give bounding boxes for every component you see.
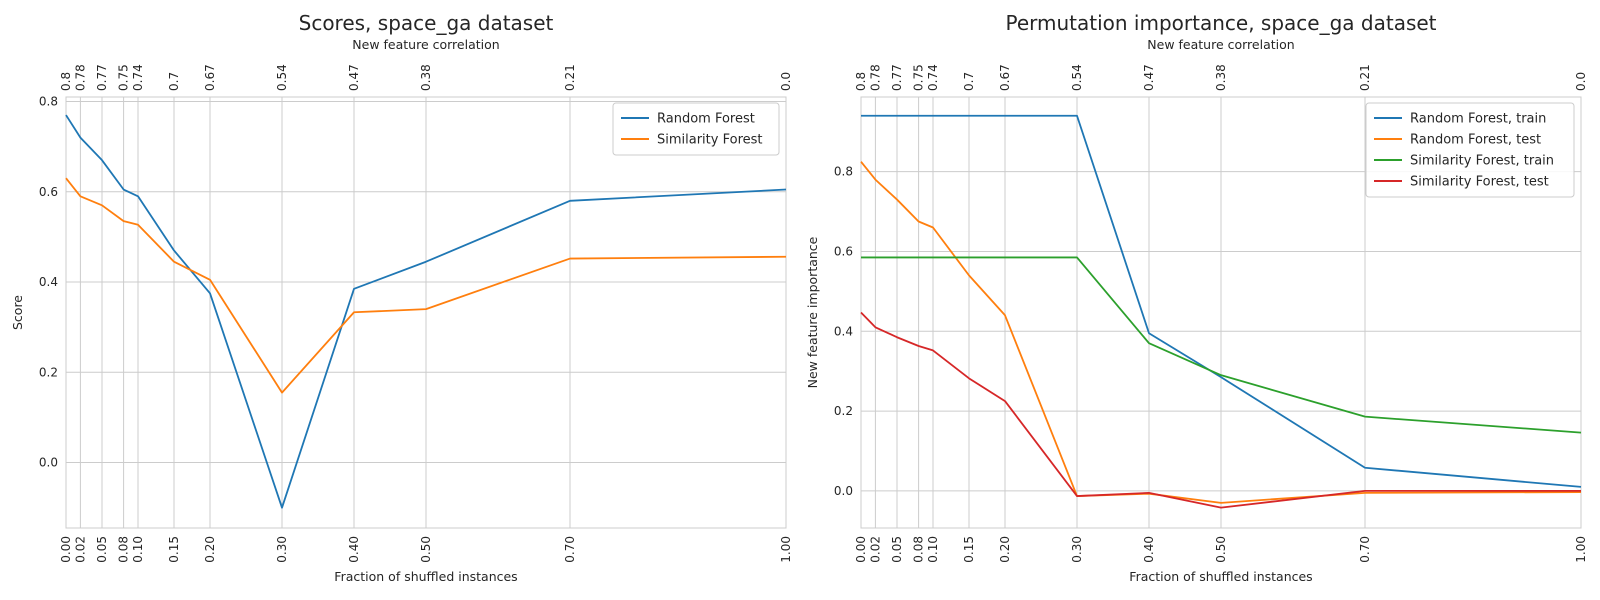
legend: Random Forest Similarity Forest — [612, 102, 780, 156]
top-x-tick-label: 0.7 — [962, 72, 976, 91]
top-x-tick-label: 0.0 — [1574, 72, 1588, 91]
x-tick-label: 0.20 — [998, 536, 1012, 563]
top-x-axis-label: New feature correlation — [1147, 37, 1294, 52]
series-line — [860, 161, 1582, 504]
legend-box — [612, 102, 780, 156]
top-x-tick-label: 0.54 — [275, 64, 289, 91]
legend-label: Random Forest, train — [1410, 112, 1546, 127]
top-x-tick-label: 0.7 — [167, 72, 181, 91]
x-tick-label: 0.20 — [203, 536, 217, 563]
y-tick-label: 0.6 — [834, 244, 853, 258]
legend: Random Forest, train Random Forest, test S… — [1365, 102, 1575, 198]
top-x-tick-label: 0.47 — [347, 64, 361, 91]
top-x-tick-label: 0.8 — [854, 72, 868, 91]
x-tick-label: 0.00 — [854, 536, 868, 563]
x-tick-label: 0.70 — [1358, 536, 1372, 563]
legend-box — [1365, 102, 1575, 198]
top-x-tick-label: 0.67 — [998, 64, 1012, 91]
x-tick-label: 0.50 — [419, 536, 433, 563]
y-tick-label: 0.6 — [39, 185, 58, 199]
series-line — [65, 114, 787, 509]
top-x-tick-label: 0.38 — [419, 64, 433, 91]
series-line — [861, 114, 1582, 488]
x-tick-label: 0.00 — [59, 536, 73, 563]
chart-1: 0.0 0.2 0.4 0.6 0.8 0.00 0.8 0.02 0.78 0.05 0.77 0.… — [10, 11, 793, 584]
top-x-tick-label: 0.78 — [868, 64, 882, 91]
x-axis-label: Fraction of shuffled instances — [334, 569, 517, 584]
y-tick-label: 0.4 — [39, 275, 58, 289]
x-tick-label: 0.30 — [1070, 536, 1084, 563]
y-tick-label: 0.4 — [834, 324, 853, 338]
top-x-tick-label: 0.21 — [563, 64, 577, 91]
legend-label: Random Forest — [657, 112, 755, 127]
top-x-tick-label: 0.21 — [1358, 64, 1372, 91]
x-tick-label: 0.10 — [926, 536, 940, 563]
top-x-tick-label: 0.74 — [926, 64, 940, 91]
series-line — [65, 177, 787, 394]
x-tick-label: 0.40 — [347, 536, 361, 563]
top-x-tick-label: 0.38 — [1214, 64, 1228, 91]
legend-label: Similarity Forest — [657, 133, 763, 148]
legend-label: Similarity Forest, test — [1410, 175, 1549, 190]
y-tick-label: 0.2 — [39, 365, 58, 379]
series-line — [860, 311, 1581, 509]
chart-title: Scores, space_ga dataset — [299, 11, 554, 35]
top-x-tick-label: 0.54 — [1070, 64, 1084, 91]
top-x-tick-label: 0.75 — [117, 64, 131, 91]
x-tick-label: 0.02 — [73, 536, 87, 563]
series-line — [861, 256, 1582, 434]
top-x-tick-label: 0.77 — [95, 64, 109, 91]
y-tick-label: 0.2 — [834, 404, 853, 418]
x-tick-label: 0.02 — [868, 536, 882, 563]
x-tick-label: 0.15 — [962, 536, 976, 563]
x-tick-label: 0.05 — [95, 536, 109, 563]
top-x-tick-label: 0.75 — [912, 64, 926, 91]
x-tick-label: 0.40 — [1142, 536, 1156, 563]
top-x-tick-label: 0.78 — [73, 64, 87, 91]
top-x-tick-label: 0.74 — [131, 64, 145, 91]
plot-frame — [65, 96, 787, 529]
x-tick-label: 0.08 — [117, 536, 131, 563]
x-tick-label: 0.70 — [563, 536, 577, 563]
x-tick-label: 1.00 — [779, 536, 793, 563]
top-x-tick-label: 0.47 — [1142, 64, 1156, 91]
chart-title: Permutation importance, space_ga dataset — [1005, 11, 1436, 35]
x-tick-label: 0.10 — [131, 536, 145, 563]
legend-label: Similarity Forest, train — [1410, 154, 1554, 169]
x-tick-label: 0.30 — [275, 536, 289, 563]
legend-label: Random Forest, test — [1410, 133, 1541, 148]
x-tick-label: 1.00 — [1574, 536, 1588, 563]
top-x-axis-label: New feature correlation — [352, 37, 499, 52]
x-tick-label: 0.05 — [890, 536, 904, 563]
top-x-tick-label: 0.77 — [890, 64, 904, 91]
y-tick-label: 0.8 — [834, 165, 853, 179]
y-tick-label: 0.0 — [39, 456, 58, 470]
x-tick-label: 0.50 — [1214, 536, 1228, 563]
y-tick-label: 0.0 — [834, 484, 853, 498]
top-x-tick-label: 0.8 — [59, 72, 73, 91]
chart-2: 0.0 0.2 0.4 0.6 0.8 0.00 0.8 0.02 0.78 0.05 0.77 0.… — [805, 11, 1588, 584]
x-axis-label: Fraction of shuffled instances — [1129, 569, 1312, 584]
y-axis-label: New feature importance — [805, 236, 820, 388]
x-tick-label: 0.15 — [167, 536, 181, 563]
top-x-tick-label: 0.67 — [203, 64, 217, 91]
y-tick-label: 0.8 — [39, 95, 58, 109]
y-axis-label: Score — [10, 295, 25, 330]
top-x-tick-label: 0.0 — [779, 72, 793, 91]
x-tick-label: 0.08 — [912, 536, 926, 563]
